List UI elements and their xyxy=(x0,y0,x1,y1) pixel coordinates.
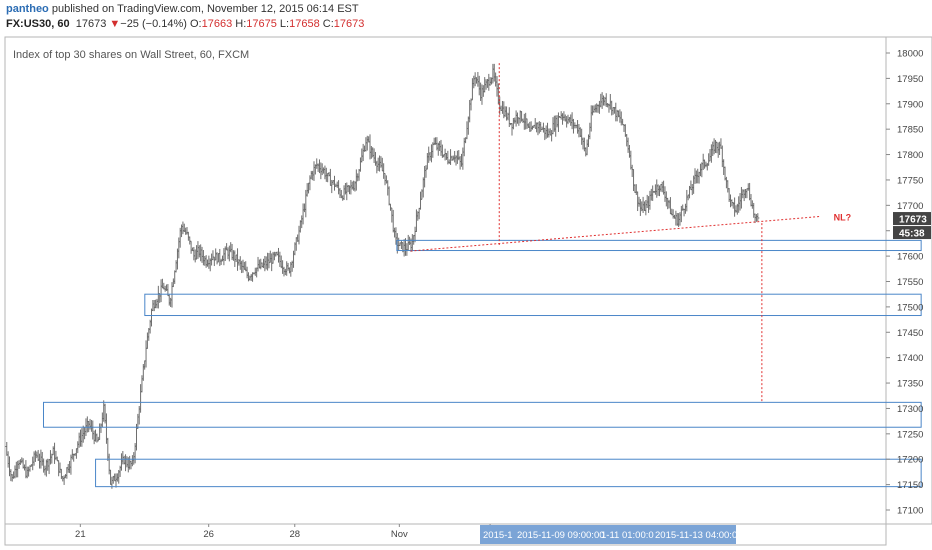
price-tick-label: 17450 xyxy=(897,328,923,339)
price-tick-label: 18000 xyxy=(897,49,923,60)
annotations: NL? xyxy=(410,63,852,403)
price-tick-label: 17700 xyxy=(897,201,923,212)
cursor-date-label: 2015-11-09 09:00:00 xyxy=(517,530,605,541)
symbol-info: FX:US30, 60 17673 ▼−25 (−0.14%) O:17663 … xyxy=(6,18,364,30)
time-axis-border xyxy=(4,523,887,546)
cursor-date-label: 1-11 01:00:0 xyxy=(601,530,654,541)
price-tick-label: 17500 xyxy=(897,302,923,313)
published-text: published on TradingView.com, November 1… xyxy=(51,3,359,15)
price-tick-label: 17200 xyxy=(897,455,923,466)
price-axis-border xyxy=(885,36,932,525)
price-tick-label: 17850 xyxy=(897,125,923,136)
price-tick-label: 17800 xyxy=(897,150,923,161)
support-zones xyxy=(42,239,922,488)
cursor-range-band xyxy=(480,525,736,544)
price-tick-label: 17150 xyxy=(897,480,923,491)
high-label: H: xyxy=(235,18,247,30)
price-tick-label: 17400 xyxy=(897,353,923,364)
price-tick-label: 17550 xyxy=(897,277,923,288)
symbol-label: FX:US30, 60 xyxy=(6,18,70,30)
close-label: C: xyxy=(322,18,334,30)
open-label: O: xyxy=(189,18,202,30)
low-value: 17658 xyxy=(289,18,320,30)
cursor-date-label: 2015-1 xyxy=(483,530,513,541)
author-name[interactable]: pantheo xyxy=(6,3,49,15)
support-zone-box xyxy=(396,239,922,252)
price-tick-label: 17250 xyxy=(897,429,923,440)
time-tick-label: 28 xyxy=(289,529,300,540)
price-tick-label: 17750 xyxy=(897,175,923,186)
countdown-label: 45:38 xyxy=(899,229,925,240)
support-zone-box xyxy=(42,401,922,428)
ohlc-bar xyxy=(756,213,760,222)
ohlc-bars xyxy=(5,63,760,489)
price-tick-label: 17900 xyxy=(897,99,923,110)
last-price-box xyxy=(893,212,931,226)
neckline-label: NL? xyxy=(834,213,852,223)
chart-title: Index of top 30 shares on Wall Street, 6… xyxy=(13,49,249,61)
support-zone-box xyxy=(144,293,922,317)
last-price-marker: 17673 45:38 xyxy=(893,212,931,240)
high-value: 17675 xyxy=(246,18,277,30)
low-label: L: xyxy=(279,18,290,30)
price-tick-label: 17100 xyxy=(897,506,923,517)
last-price-label: 17673 xyxy=(899,215,927,226)
open-value: 17663 xyxy=(201,18,233,30)
down-arrow-icon: ▼ xyxy=(109,18,121,30)
close-value: 17673 xyxy=(333,18,365,30)
countdown-box xyxy=(893,226,931,240)
price-axis[interactable]: 17100 17150 17200 17250 17300 17350 17400 17450… xyxy=(886,49,923,517)
price-tick-label: 17600 xyxy=(897,252,923,263)
last-price: 17673 xyxy=(75,18,107,30)
time-tick-label: 21 xyxy=(75,529,86,540)
cursor-date-label: 2015-11-13 04:00:00 xyxy=(655,530,743,541)
neckline xyxy=(410,216,820,252)
time-tick-label: 26 xyxy=(203,529,214,540)
change-value: −25 (−0.14%) xyxy=(120,18,187,30)
price-tick-label: 17350 xyxy=(897,379,923,390)
plot-border xyxy=(4,36,887,525)
price-tick-label: 17300 xyxy=(897,404,923,415)
price-tick-label: 17950 xyxy=(897,74,923,85)
publish-info: pantheo published on TradingView.com, No… xyxy=(6,3,359,15)
time-tick-label: Nov xyxy=(391,529,408,540)
support-zone-box xyxy=(95,458,922,488)
